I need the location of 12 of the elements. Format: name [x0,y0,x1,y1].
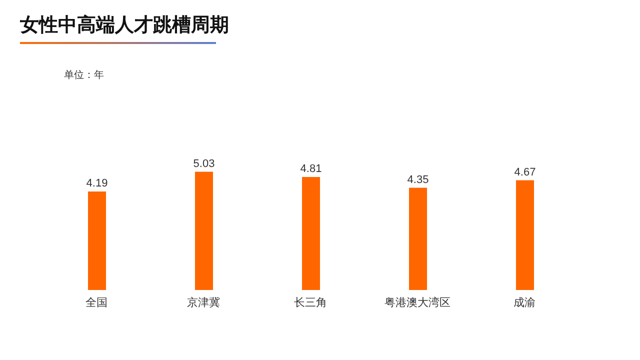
x-tick-label: 粤港澳大湾区 [384,296,450,309]
data-label: 5.03 [193,158,215,170]
data-label: 4.35 [407,174,429,186]
x-tick-label: 长三角 [294,296,327,309]
chart-title: 女性中高端人才跳槽周期 [20,14,229,38]
data-label: 4.81 [300,162,322,175]
data-label: 4.19 [86,178,108,190]
x-tick-label: 全国 [86,296,108,309]
x-tick-label: 成渝 [514,296,536,309]
data-label: 4.67 [514,166,536,178]
text: 单位：年 [64,68,104,82]
x-tick-label: 京津冀 [187,296,220,309]
